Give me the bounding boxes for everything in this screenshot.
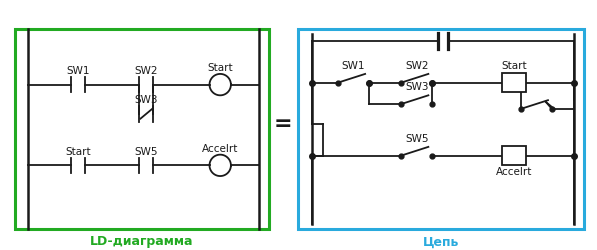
Text: SW1: SW1 (341, 61, 365, 71)
Text: SW2: SW2 (134, 66, 158, 76)
Text: SW3: SW3 (134, 95, 158, 105)
Text: SW5: SW5 (134, 146, 158, 156)
Text: =: = (274, 114, 293, 134)
Text: SW1: SW1 (66, 66, 90, 76)
Text: SW5: SW5 (405, 134, 429, 144)
Text: Цепь: Цепь (423, 236, 459, 248)
Text: SW3: SW3 (405, 82, 429, 92)
Text: Accelrt: Accelrt (202, 144, 238, 154)
Text: Start: Start (207, 63, 233, 73)
Text: Start: Start (501, 62, 527, 72)
Bar (502, 146, 525, 165)
Text: SW2: SW2 (405, 61, 429, 71)
Text: Accelrt: Accelrt (496, 167, 532, 177)
Bar (15, 29, 269, 228)
Text: LD-диаграмма: LD-диаграмма (90, 236, 193, 248)
Bar (298, 29, 584, 228)
Text: Start: Start (66, 146, 91, 156)
Bar (502, 73, 525, 92)
